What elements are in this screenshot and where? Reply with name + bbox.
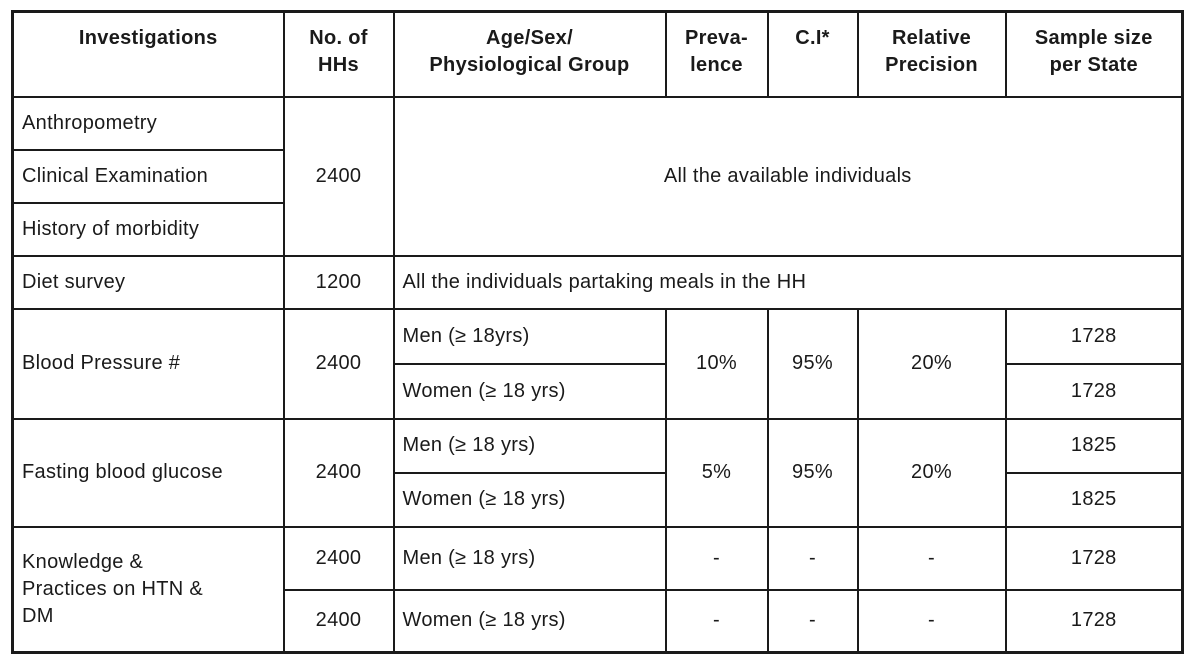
col-header-relative-precision: Relative Precision bbox=[856, 10, 1007, 98]
cell-relative-precision-knowledge-women: - bbox=[856, 588, 1007, 654]
cell-investigation-fasting-glucose: Fasting blood glucose bbox=[11, 417, 285, 528]
survey-sampling-table: Investigations No. of HHs Age/Sex/ Physi… bbox=[11, 10, 1184, 654]
cell-investigation-history-of-morbidity: History of morbidity bbox=[11, 201, 285, 257]
cell-group-fasting-men: Men (≥ 18 yrs) bbox=[392, 417, 667, 474]
cell-prevalence-bp: 10% bbox=[664, 307, 769, 420]
cell-sample-size-knowledge-women: 1728 bbox=[1004, 588, 1184, 654]
table-row-blood-pressure-women: Women (≥ 18 yrs) 1728 bbox=[13, 362, 1184, 420]
col-header-age-sex-group: Age/Sex/ Physiological Group bbox=[392, 10, 667, 98]
cell-investigation-diet-survey: Diet survey bbox=[11, 254, 285, 310]
cell-hhs-anthropometry-group: 2400 bbox=[282, 95, 395, 257]
cell-group-bp-men: Men (≥ 18yrs) bbox=[392, 307, 667, 365]
table-row-history-of-morbidity: History of morbidity bbox=[11, 201, 1183, 257]
cell-sample-size-fasting-women: 1825 bbox=[1004, 471, 1184, 528]
cell-investigation-clinical-examination: Clinical Examination bbox=[11, 148, 285, 204]
cell-hhs-knowledge-men: 2400 bbox=[282, 525, 395, 591]
col-header-prevalence: Preva- lence bbox=[664, 10, 769, 98]
table-row-blood-pressure-men: Blood Pressure # 2400 Men (≥ 18yrs) 10% … bbox=[11, 307, 1184, 420]
cell-relative-precision-fasting: 20% bbox=[856, 417, 1007, 528]
cell-ci-fasting: 95% bbox=[766, 417, 859, 528]
cell-note-partaking-meals: All the individuals partaking meals in t… bbox=[392, 254, 1184, 310]
cell-prevalence-fasting: 5% bbox=[664, 417, 769, 528]
col-header-investigations: Investigations bbox=[11, 10, 285, 98]
cell-relative-precision-knowledge-men: - bbox=[856, 525, 1007, 591]
cell-ci-knowledge-women: - bbox=[766, 588, 859, 654]
table-row-diet-survey: Diet survey 1200 All the individuals par… bbox=[11, 254, 1184, 310]
cell-relative-precision-bp: 20% bbox=[856, 307, 1007, 420]
cell-ci-knowledge-men: - bbox=[766, 525, 859, 591]
cell-hhs-blood-pressure: 2400 bbox=[282, 307, 395, 420]
header-row: Investigations No. of HHs Age/Sex/ Physi… bbox=[11, 10, 1184, 98]
table-row-anthropometry: Anthropometry 2400 All the available ind… bbox=[11, 95, 1184, 257]
table-row-knowledge-women: 2400 Women (≥ 18 yrs) - - - 1728 bbox=[13, 588, 1184, 654]
table-row-fasting-glucose-men: Fasting blood glucose 2400 Men (≥ 18 yrs… bbox=[11, 417, 1184, 528]
cell-ci-bp: 95% bbox=[766, 307, 859, 420]
cell-sample-size-bp-men: 1728 bbox=[1004, 307, 1184, 365]
col-header-no-of-hhs: No. of HHs bbox=[282, 10, 395, 98]
table-row-clinical-examination: Clinical Examination bbox=[11, 148, 1183, 204]
table-row-fasting-glucose-women: Women (≥ 18 yrs) 1825 bbox=[13, 471, 1184, 528]
cell-group-knowledge-women: Women (≥ 18 yrs) bbox=[392, 588, 667, 654]
cell-investigation-knowledge-practices: Knowledge & Practices on HTN & DM bbox=[11, 525, 285, 654]
col-header-ci: C.I* bbox=[766, 10, 859, 98]
cell-hhs-fasting-glucose: 2400 bbox=[282, 417, 395, 528]
cell-group-fasting-women: Women (≥ 18 yrs) bbox=[392, 471, 667, 528]
cell-note-all-available-individuals: All the available individuals bbox=[392, 95, 1184, 257]
cell-sample-size-bp-women: 1728 bbox=[1004, 362, 1184, 420]
cell-hhs-diet-survey: 1200 bbox=[282, 254, 395, 310]
cell-prevalence-knowledge-men: - bbox=[664, 525, 769, 591]
cell-group-bp-women: Women (≥ 18 yrs) bbox=[392, 362, 667, 420]
cell-prevalence-knowledge-women: - bbox=[664, 588, 769, 654]
table-row-knowledge-men: Knowledge & Practices on HTN & DM 2400 M… bbox=[11, 525, 1184, 654]
cell-investigation-blood-pressure: Blood Pressure # bbox=[11, 307, 285, 420]
cell-sample-size-fasting-men: 1825 bbox=[1004, 417, 1184, 474]
cell-investigation-anthropometry: Anthropometry bbox=[11, 95, 285, 151]
cell-hhs-knowledge-women: 2400 bbox=[282, 588, 395, 654]
col-header-sample-size: Sample size per State bbox=[1004, 10, 1184, 98]
cell-group-knowledge-men: Men (≥ 18 yrs) bbox=[392, 525, 667, 591]
cell-sample-size-knowledge-men: 1728 bbox=[1004, 525, 1184, 591]
